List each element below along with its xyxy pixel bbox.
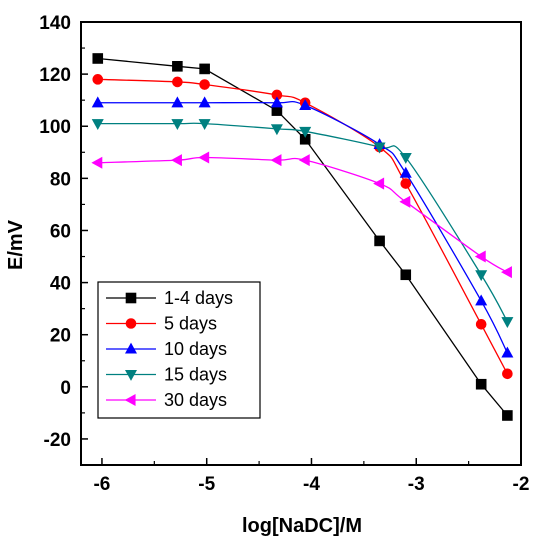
y-tick-label: 0: [60, 378, 71, 399]
legend-marker: [124, 393, 136, 407]
data-point: [501, 346, 514, 358]
legend-marker: [125, 292, 137, 304]
data-point: [374, 235, 385, 247]
data-point: [270, 154, 282, 167]
data-point: [475, 270, 488, 282]
data-point: [373, 142, 386, 154]
data-point: [198, 151, 210, 164]
x-tick-label: -6: [93, 474, 110, 495]
legend-marker: [125, 318, 137, 329]
data-point: [475, 294, 488, 306]
series-markers: [91, 53, 514, 421]
data-point: [373, 177, 385, 190]
axes-ticks: -6 -5 -4 -3 -2 -20 0 20 40 60 80 100 120 140: [39, 13, 529, 495]
data-point: [502, 368, 513, 380]
series-line: [97, 100, 508, 354]
x-tick-label: -4: [303, 474, 320, 495]
data-point: [501, 317, 514, 329]
legend-box: [97, 281, 261, 419]
data-point: [270, 96, 283, 108]
data-point: [400, 178, 412, 189]
data-point: [171, 96, 184, 108]
data-point: [475, 318, 487, 330]
y-tick-label: 20: [50, 326, 71, 347]
data-point: [92, 53, 104, 64]
data-point: [400, 269, 412, 281]
y-tick-label: 60: [50, 221, 71, 242]
legend-label: 5 days: [164, 314, 217, 334]
y-tick-label: 100: [39, 117, 71, 138]
y-tick-label: 40: [50, 274, 71, 295]
series-line: [97, 78, 508, 375]
data-point: [199, 79, 210, 90]
plot-frame: [80, 21, 522, 466]
legend-label: 15 days: [164, 365, 227, 385]
data-point: [198, 119, 211, 131]
legend: 1-4 days 5 days 10 days 15 days 30 days: [97, 281, 261, 419]
data-point: [501, 266, 512, 279]
legend-marker: [124, 342, 138, 354]
y-tick-label: 140: [39, 13, 71, 34]
data-point: [399, 152, 412, 164]
data-point: [399, 166, 412, 178]
data-point: [91, 96, 104, 108]
data-point: [92, 74, 104, 85]
data-point: [399, 195, 411, 208]
data-point: [199, 63, 210, 75]
data-point: [474, 250, 486, 263]
data-point: [171, 119, 184, 131]
x-tick-label: -3: [408, 474, 425, 495]
series-line: [97, 156, 508, 273]
data-point: [502, 410, 513, 421]
data-point: [299, 99, 312, 110]
legend-marker: [124, 369, 138, 381]
data-point: [91, 119, 104, 131]
y-tick-label: 80: [50, 169, 71, 190]
x-axis-title: log[NaDC]/M: [242, 515, 362, 537]
legend-label: 30 days: [164, 390, 227, 410]
data-point: [298, 154, 310, 167]
data-point: [172, 76, 183, 88]
data-point: [299, 126, 312, 138]
y-axis-title: E/mV: [5, 219, 27, 270]
data-point: [475, 378, 487, 390]
data-point: [91, 156, 103, 169]
data-point: [198, 96, 211, 108]
x-tick-label: -5: [198, 474, 215, 495]
data-point: [172, 60, 183, 72]
data-point: [270, 124, 283, 136]
data-point: [171, 154, 182, 167]
y-tick-label: -20: [44, 430, 71, 451]
x-tick-label: -2: [513, 474, 530, 495]
legend-label: 1-4 days: [164, 288, 233, 308]
y-tick-label: 120: [39, 65, 71, 86]
legend-label: 10 days: [164, 339, 227, 359]
